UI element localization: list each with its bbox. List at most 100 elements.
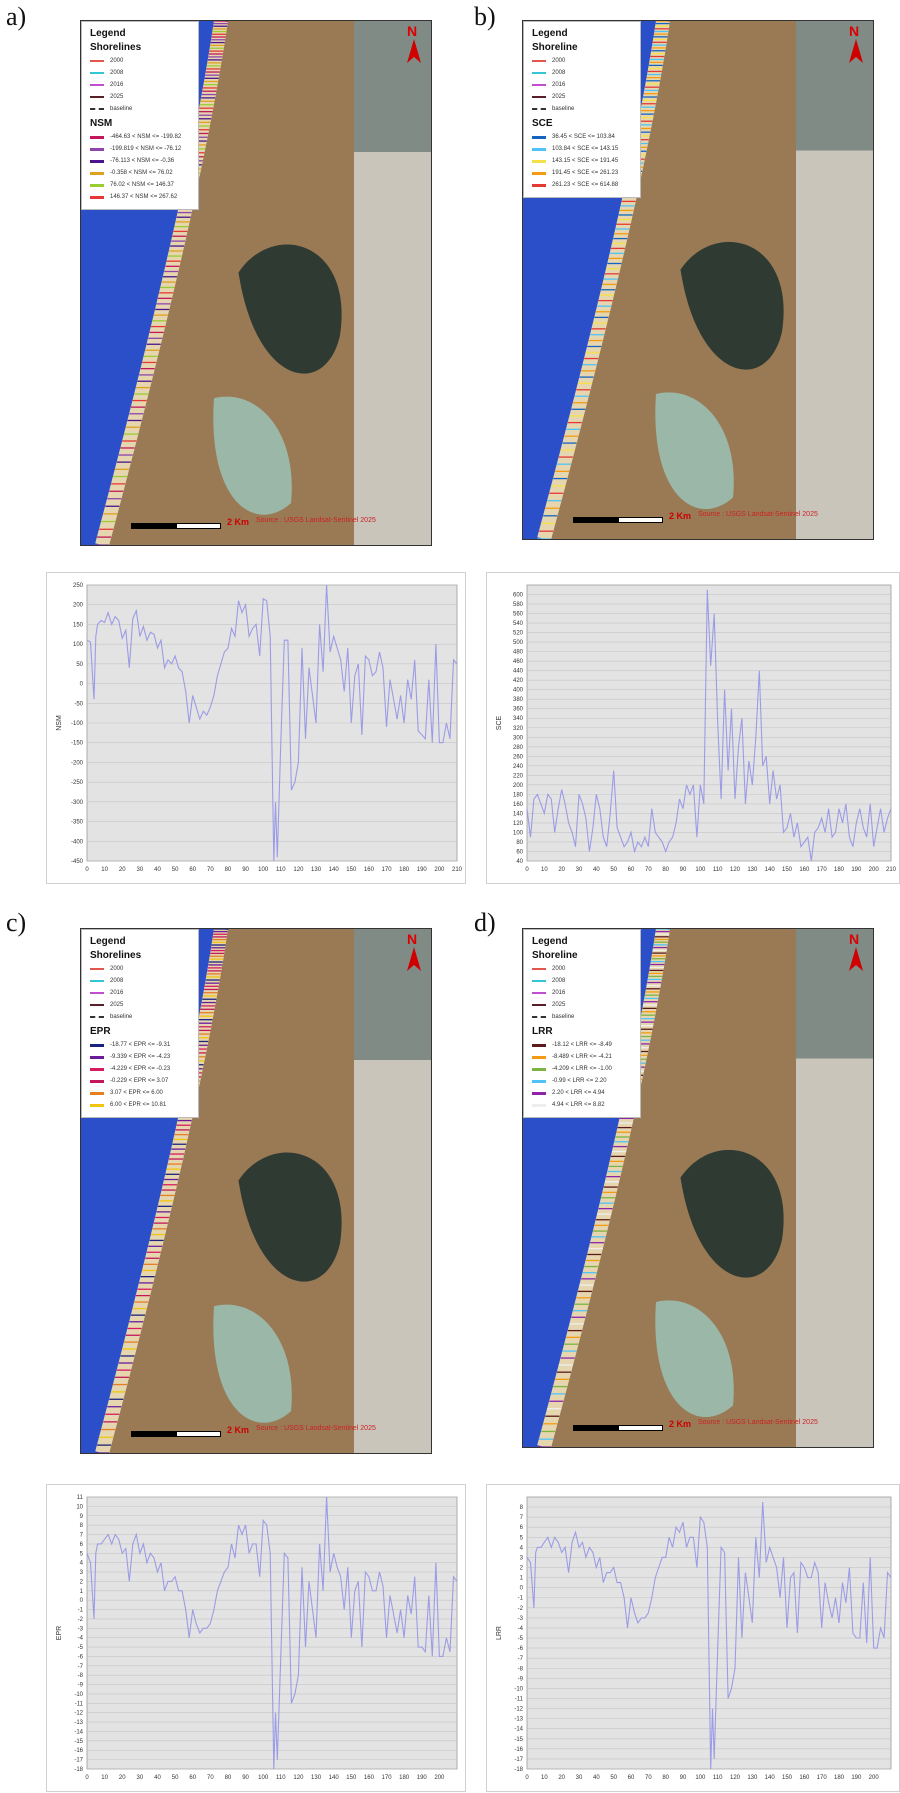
x-tick-label: 10 — [101, 867, 108, 873]
y-tick-label: -11 — [75, 1701, 84, 1707]
legend-class-label: 261.23 < SCE <= 614.88 — [552, 182, 619, 188]
x-tick-label: 100 — [258, 867, 269, 873]
x-tick-label: 180 — [399, 1775, 410, 1781]
legend-class-item: -76.113 < NSM <= -0.36 — [90, 155, 190, 167]
source-credit: Source : USGS Landsat-Sentinel 2025 — [256, 517, 376, 524]
x-tick-label: 140 — [329, 1775, 340, 1781]
legend-class-item: 146.37 < NSM <= 267.62 — [90, 191, 190, 203]
legend-class-label: -0.358 < NSM <= 76.02 — [110, 170, 173, 176]
x-tick-label: 120 — [293, 867, 304, 873]
chart-lrr: 8 7 6 5 4 3 2 1 0 -1 -2 -3 -4 -5 -6 -7 -8 -9 -10 -11 -12 -13-… — [486, 1484, 900, 1792]
x-tick-label: 110 — [276, 1775, 286, 1781]
y-tick-label: -9 — [518, 1676, 524, 1682]
legend-b: Legend Shoreline 2000 2008 2016 2025 baseline S… — [523, 21, 641, 198]
legend-shorelines-title: Shoreline — [532, 950, 578, 961]
y-tick-label: 9 — [80, 1514, 84, 1520]
legend-shorelines-title: Shorelines — [90, 42, 142, 53]
legend-swatch — [90, 1004, 104, 1006]
x-tick-label: 130 — [747, 1775, 758, 1781]
legend-swatch — [532, 1043, 546, 1047]
y-tick-label: 200 — [73, 603, 84, 609]
scale-label: 2 Km — [227, 517, 250, 527]
x-tick-label: 10 — [101, 1775, 108, 1781]
scale-bar — [131, 1431, 221, 1437]
legend-swatch — [532, 159, 546, 163]
x-tick-label: 180 — [399, 867, 410, 873]
salt-flat — [213, 396, 292, 515]
y-tick-label: 80 — [516, 840, 523, 846]
y-tick-label: -13 — [74, 1720, 83, 1726]
y-tick-label: 520 — [513, 631, 524, 637]
legend-class-item: 6.00 < EPR <= 10.81 — [90, 1099, 190, 1111]
scale-bar — [573, 1425, 663, 1431]
legend-year-label: 2008 — [110, 978, 124, 984]
legend-swatch — [532, 1004, 546, 1006]
y-axis-label: EPR — [56, 1626, 63, 1640]
y-tick-label: -12 — [514, 1707, 523, 1713]
legend-swatch — [90, 1091, 104, 1095]
legend-class-label: -0.229 < EPR <= 3.07 — [110, 1078, 169, 1084]
y-tick-label: 580 — [513, 602, 524, 608]
y-tick-label: 1 — [520, 1576, 524, 1582]
x-tick-label: 140 — [765, 867, 776, 873]
y-tick-label: 250 — [73, 583, 84, 589]
legend-class-item: 4.94 < LRR <= 8.82 — [532, 1099, 632, 1111]
north-label: N — [849, 931, 860, 947]
x-tick-label: 110 — [713, 1775, 723, 1781]
scale-bar — [131, 523, 221, 529]
y-tick-label: 5 — [80, 1551, 84, 1557]
legend-swatch — [90, 980, 104, 982]
y-tick-label: -9 — [78, 1683, 84, 1689]
legend-year-item: 2016 — [90, 79, 190, 91]
source-credit: Source : USGS Landsat-Sentinel 2025 — [698, 1419, 818, 1426]
x-tick-label: 0 — [525, 867, 529, 873]
y-tick-label: 320 — [513, 726, 524, 732]
north-arrow: N — [843, 931, 869, 973]
y-tick-label: 260 — [513, 754, 524, 760]
panel-d-label: d) — [474, 908, 496, 937]
legend-class-item: 191.45 < SCE <= 261.23 — [532, 167, 632, 179]
y-tick-label: -14 — [514, 1727, 523, 1733]
x-tick-label: 0 — [85, 1775, 89, 1781]
x-tick-label: 150 — [346, 867, 357, 873]
x-tick-label: 100 — [695, 867, 706, 873]
y-tick-label: -200 — [71, 760, 84, 766]
x-tick-label: 90 — [680, 867, 687, 873]
legend-swatch — [90, 135, 104, 139]
series-line — [86, 584, 458, 862]
x-tick-label: 200 — [434, 1775, 445, 1781]
y-tick-label: -12 — [74, 1711, 83, 1717]
legend-swatch — [90, 992, 104, 994]
x-tick-label: 0 — [85, 867, 89, 873]
legend-shorelines-title: Shoreline — [532, 42, 578, 53]
legend-class-item: -18.12 < LRR <= -8.49 — [532, 1039, 632, 1051]
y-tick-label: -18 — [514, 1767, 523, 1773]
x-tick-label: 80 — [225, 1775, 232, 1781]
y-tick-label: -50 — [74, 701, 83, 707]
x-tick-label: 160 — [799, 1775, 810, 1781]
legend-year-label: 2025 — [110, 94, 124, 100]
panel-b-label: b) — [474, 2, 496, 31]
y-tick-label: 340 — [513, 716, 524, 722]
y-tick-label: 150 — [73, 622, 84, 628]
legend-class-item: 2.20 < LRR <= 4.94 — [532, 1087, 632, 1099]
legend-class-label: 6.00 < EPR <= 10.81 — [110, 1102, 167, 1108]
x-tick-label: 190 — [851, 1775, 862, 1781]
y-tick-label: -11 — [515, 1696, 524, 1702]
y-tick-label: 420 — [513, 678, 524, 684]
x-tick-label: 100 — [695, 1775, 706, 1781]
y-tick-label: 0 — [80, 682, 84, 688]
legend-index-title: SCE — [532, 118, 553, 129]
y-tick-label: 180 — [513, 792, 524, 798]
series-line — [526, 1501, 892, 1770]
legend-index-title: LRR — [532, 1026, 553, 1037]
legend-index-title: NSM — [90, 118, 113, 129]
y-tick-label: -15 — [74, 1739, 83, 1745]
y-tick-label: -8 — [78, 1673, 84, 1679]
x-tick-label: 50 — [172, 1775, 179, 1781]
y-tick-label: 2 — [520, 1566, 524, 1572]
x-tick-label: 130 — [311, 867, 322, 873]
source-credit: Source : USGS Landsat-Sentinel 2025 — [698, 511, 818, 518]
legend-swatch — [532, 1055, 546, 1059]
legend-swatch — [90, 195, 104, 199]
